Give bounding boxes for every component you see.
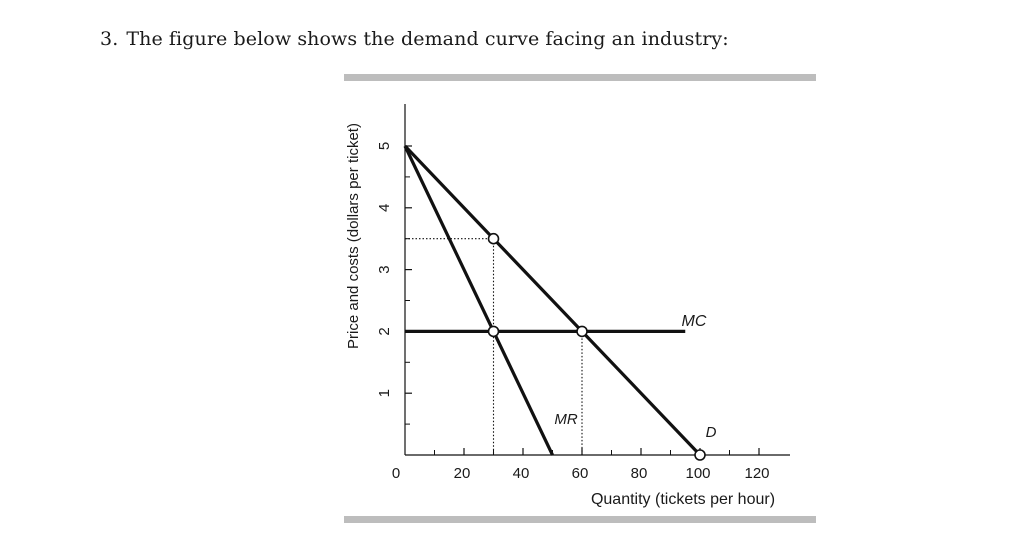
y-tick-label-2: 2 xyxy=(376,327,393,335)
question-body: The figure below shows the demand curve … xyxy=(126,28,729,50)
series-line-d xyxy=(403,144,702,457)
bottom-frame-bar xyxy=(344,516,816,523)
marked-point-2 xyxy=(576,325,588,338)
y-tick-label-3: 3 xyxy=(376,265,393,273)
x-axis-label: Quantity (tickets per hour) xyxy=(591,491,775,508)
origin-label: 0 xyxy=(392,465,400,482)
x-tick-label-120: 120 xyxy=(744,465,769,482)
top-frame-bar xyxy=(344,74,816,81)
x-tick-label-80: 80 xyxy=(631,465,648,482)
question-text: 3. The figure below shows the demand curv… xyxy=(100,28,729,50)
question-number: 3. xyxy=(100,28,119,50)
series-label-mr: MR xyxy=(554,411,577,428)
y-tick-label-1: 1 xyxy=(376,389,393,397)
x-tick-label-20: 20 xyxy=(454,465,471,482)
series-label-d: D xyxy=(706,424,717,441)
marked-point-0 xyxy=(487,232,500,245)
x-tick-label-60: 60 xyxy=(572,465,589,482)
y-tick-label-5: 5 xyxy=(376,142,393,150)
y-tick-label-4: 4 xyxy=(376,204,393,212)
series-line-mr xyxy=(403,145,554,456)
x-tick-label-100: 100 xyxy=(685,465,710,482)
y-axis-label: Price and costs (dollars per ticket) xyxy=(345,123,362,349)
series-label-mc: MC xyxy=(682,313,707,330)
x-tick-label-40: 40 xyxy=(513,465,530,482)
marked-point-3 xyxy=(694,449,706,461)
marked-point-1 xyxy=(487,325,500,338)
